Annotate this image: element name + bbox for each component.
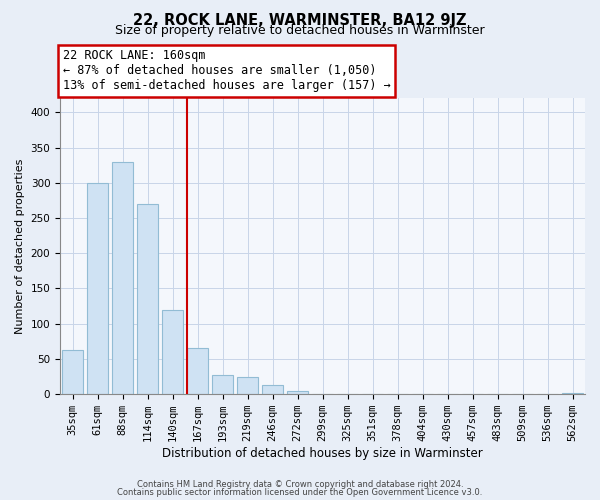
Bar [112, 162, 133, 394]
Text: 22, ROCK LANE, WARMINSTER, BA12 9JZ: 22, ROCK LANE, WARMINSTER, BA12 9JZ [133, 12, 467, 28]
Bar [562, 393, 583, 394]
Text: Contains HM Land Registry data © Crown copyright and database right 2024.: Contains HM Land Registry data © Crown c… [137, 480, 463, 489]
Bar [287, 390, 308, 394]
X-axis label: Distribution of detached houses by size in Warminster: Distribution of detached houses by size … [162, 447, 483, 460]
Text: 22 ROCK LANE: 160sqm
← 87% of detached houses are smaller (1,050)
13% of semi-de: 22 ROCK LANE: 160sqm ← 87% of detached h… [62, 50, 391, 92]
Bar [212, 375, 233, 394]
Text: Size of property relative to detached houses in Warminster: Size of property relative to detached ho… [115, 24, 485, 37]
Y-axis label: Number of detached properties: Number of detached properties [15, 158, 25, 334]
Bar [137, 204, 158, 394]
Bar [162, 310, 183, 394]
Bar [87, 183, 108, 394]
Bar [62, 350, 83, 394]
Bar [262, 385, 283, 394]
Text: Contains public sector information licensed under the Open Government Licence v3: Contains public sector information licen… [118, 488, 482, 497]
Bar [237, 376, 258, 394]
Bar [187, 348, 208, 394]
